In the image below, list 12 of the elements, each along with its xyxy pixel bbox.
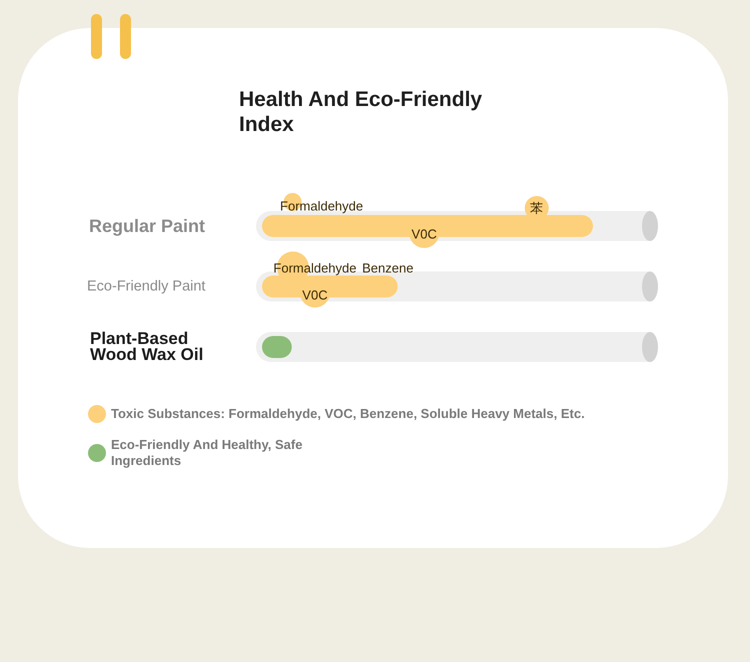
legend-label: Toxic Substances: Formaldehyde, VOC, Benzene, Soluble Heavy Metals, Etc. [111, 406, 585, 422]
annotation: Formaldehyde [280, 198, 364, 214]
annotation: V0C [412, 226, 437, 242]
title: Health And Eco-Friendly Index [239, 87, 484, 137]
category-label: Regular Paint [89, 216, 206, 236]
annotation: V0C [302, 287, 328, 302]
legend-label: Eco-Friendly And Healthy, Safe Ingredients [111, 437, 304, 469]
annotation: Benzene [362, 260, 414, 275]
annotation: 苯 [530, 200, 544, 216]
category-label: Eco-Friendly Paint [87, 278, 206, 295]
category-label: Plant-Based Wood Wax Oil [90, 331, 204, 363]
annotation: Formaldehyde [273, 260, 356, 275]
